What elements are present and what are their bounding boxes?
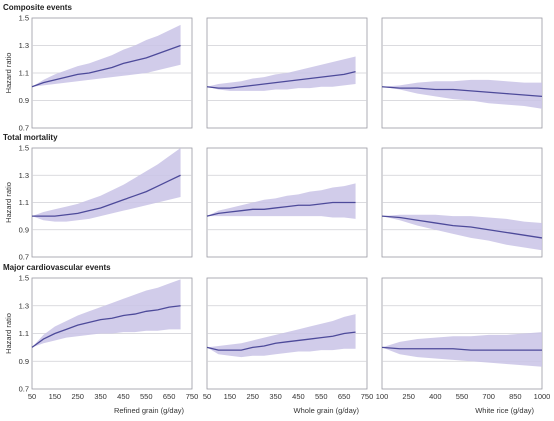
ci-band-0-1	[207, 56, 356, 91]
x-tick-label-1-2: 250	[246, 392, 259, 401]
ci-band-2-1	[207, 314, 356, 358]
y-tick-label-2-1: 0.9	[19, 357, 29, 366]
y-tick-label-1-0: 0.7	[19, 253, 29, 262]
x-axis-label-1: Whole grain (g/day)	[294, 406, 360, 415]
x-tick-label-2-5: 850	[509, 392, 522, 401]
x-tick-label-0-6: 650	[163, 392, 176, 401]
y-tick-label-0-4: 1.5	[19, 14, 29, 23]
x-tick-label-0-7: 750	[186, 392, 199, 401]
hr-line-0-0	[31, 44, 181, 88]
y-tick-label-2-0: 0.7	[19, 385, 29, 394]
x-tick-label-0-4: 450	[117, 392, 130, 401]
y-axis-label-1: Hazard ratio	[4, 182, 13, 223]
y-tick-label-0-2: 1.1	[19, 69, 29, 78]
x-tick-label-0-3: 350	[94, 392, 107, 401]
y-tick-label-2-2: 1.1	[19, 329, 29, 338]
y-tick-label-2-4: 1.5	[19, 274, 29, 283]
y-tick-label-0-0: 0.7	[19, 124, 29, 133]
x-tick-label-2-6: 1000	[534, 392, 551, 401]
x-tick-label-0-1: 150	[49, 392, 62, 401]
x-tick-label-1-1: 150	[224, 392, 237, 401]
y-tick-label-1-2: 1.1	[19, 198, 29, 207]
y-tick-label-2-3: 1.3	[19, 301, 29, 310]
x-axis-label-2: White rice (g/day)	[475, 406, 534, 415]
hr-line-1-1	[206, 201, 356, 217]
y-tick-label-0-3: 1.3	[19, 41, 29, 50]
ci-band-0-0	[32, 24, 181, 87]
ci-band-2-0	[32, 279, 181, 348]
ci-band-1-2	[382, 214, 542, 251]
y-axis-label-2: Hazard ratio	[4, 313, 13, 354]
y-tick-label-1-4: 1.5	[19, 144, 29, 153]
x-tick-label-1-4: 450	[292, 392, 305, 401]
row-title-2: Major cardiovascular events	[3, 263, 111, 272]
x-tick-label-1-0: 50	[203, 392, 211, 401]
x-tick-label-2-1: 250	[402, 392, 415, 401]
hr-line-1-0	[32, 174, 181, 217]
x-tick-label-2-4: 700	[482, 392, 495, 401]
row-title-1: Total mortality	[3, 133, 58, 142]
x-tick-label-1-7: 750	[361, 392, 374, 401]
x-tick-label-1-5: 550	[315, 392, 328, 401]
x-tick-label-0-5: 550	[140, 392, 153, 401]
y-tick-label-0-1: 0.9	[19, 96, 29, 105]
hr-line-0-2	[381, 86, 543, 98]
hr-line-2-2	[381, 346, 542, 351]
y-tick-label-1-3: 1.3	[19, 171, 29, 180]
x-tick-label-2-0: 100	[376, 392, 389, 401]
hr-line-0-1	[206, 70, 356, 89]
x-tick-label-2-3: 550	[456, 392, 469, 401]
hr-line-2-1	[206, 331, 356, 351]
x-tick-label-0-0: 50	[28, 392, 36, 401]
ci-band-0-2	[382, 79, 542, 109]
ci-band-1-0	[32, 148, 181, 222]
row-title-0: Composite events	[3, 3, 72, 12]
x-tick-label-1-6: 650	[338, 392, 351, 401]
x-tick-label-1-3: 350	[269, 392, 282, 401]
x-axis-label-0: Refined grain (g/day)	[114, 406, 185, 415]
hr-line-1-2	[381, 215, 543, 239]
x-tick-label-2-2: 400	[429, 392, 442, 401]
hr-line-2-0	[31, 305, 181, 348]
y-tick-label-1-1: 0.9	[19, 225, 29, 234]
x-tick-label-0-2: 250	[71, 392, 84, 401]
y-axis-label-0: Hazard ratio	[4, 53, 13, 94]
